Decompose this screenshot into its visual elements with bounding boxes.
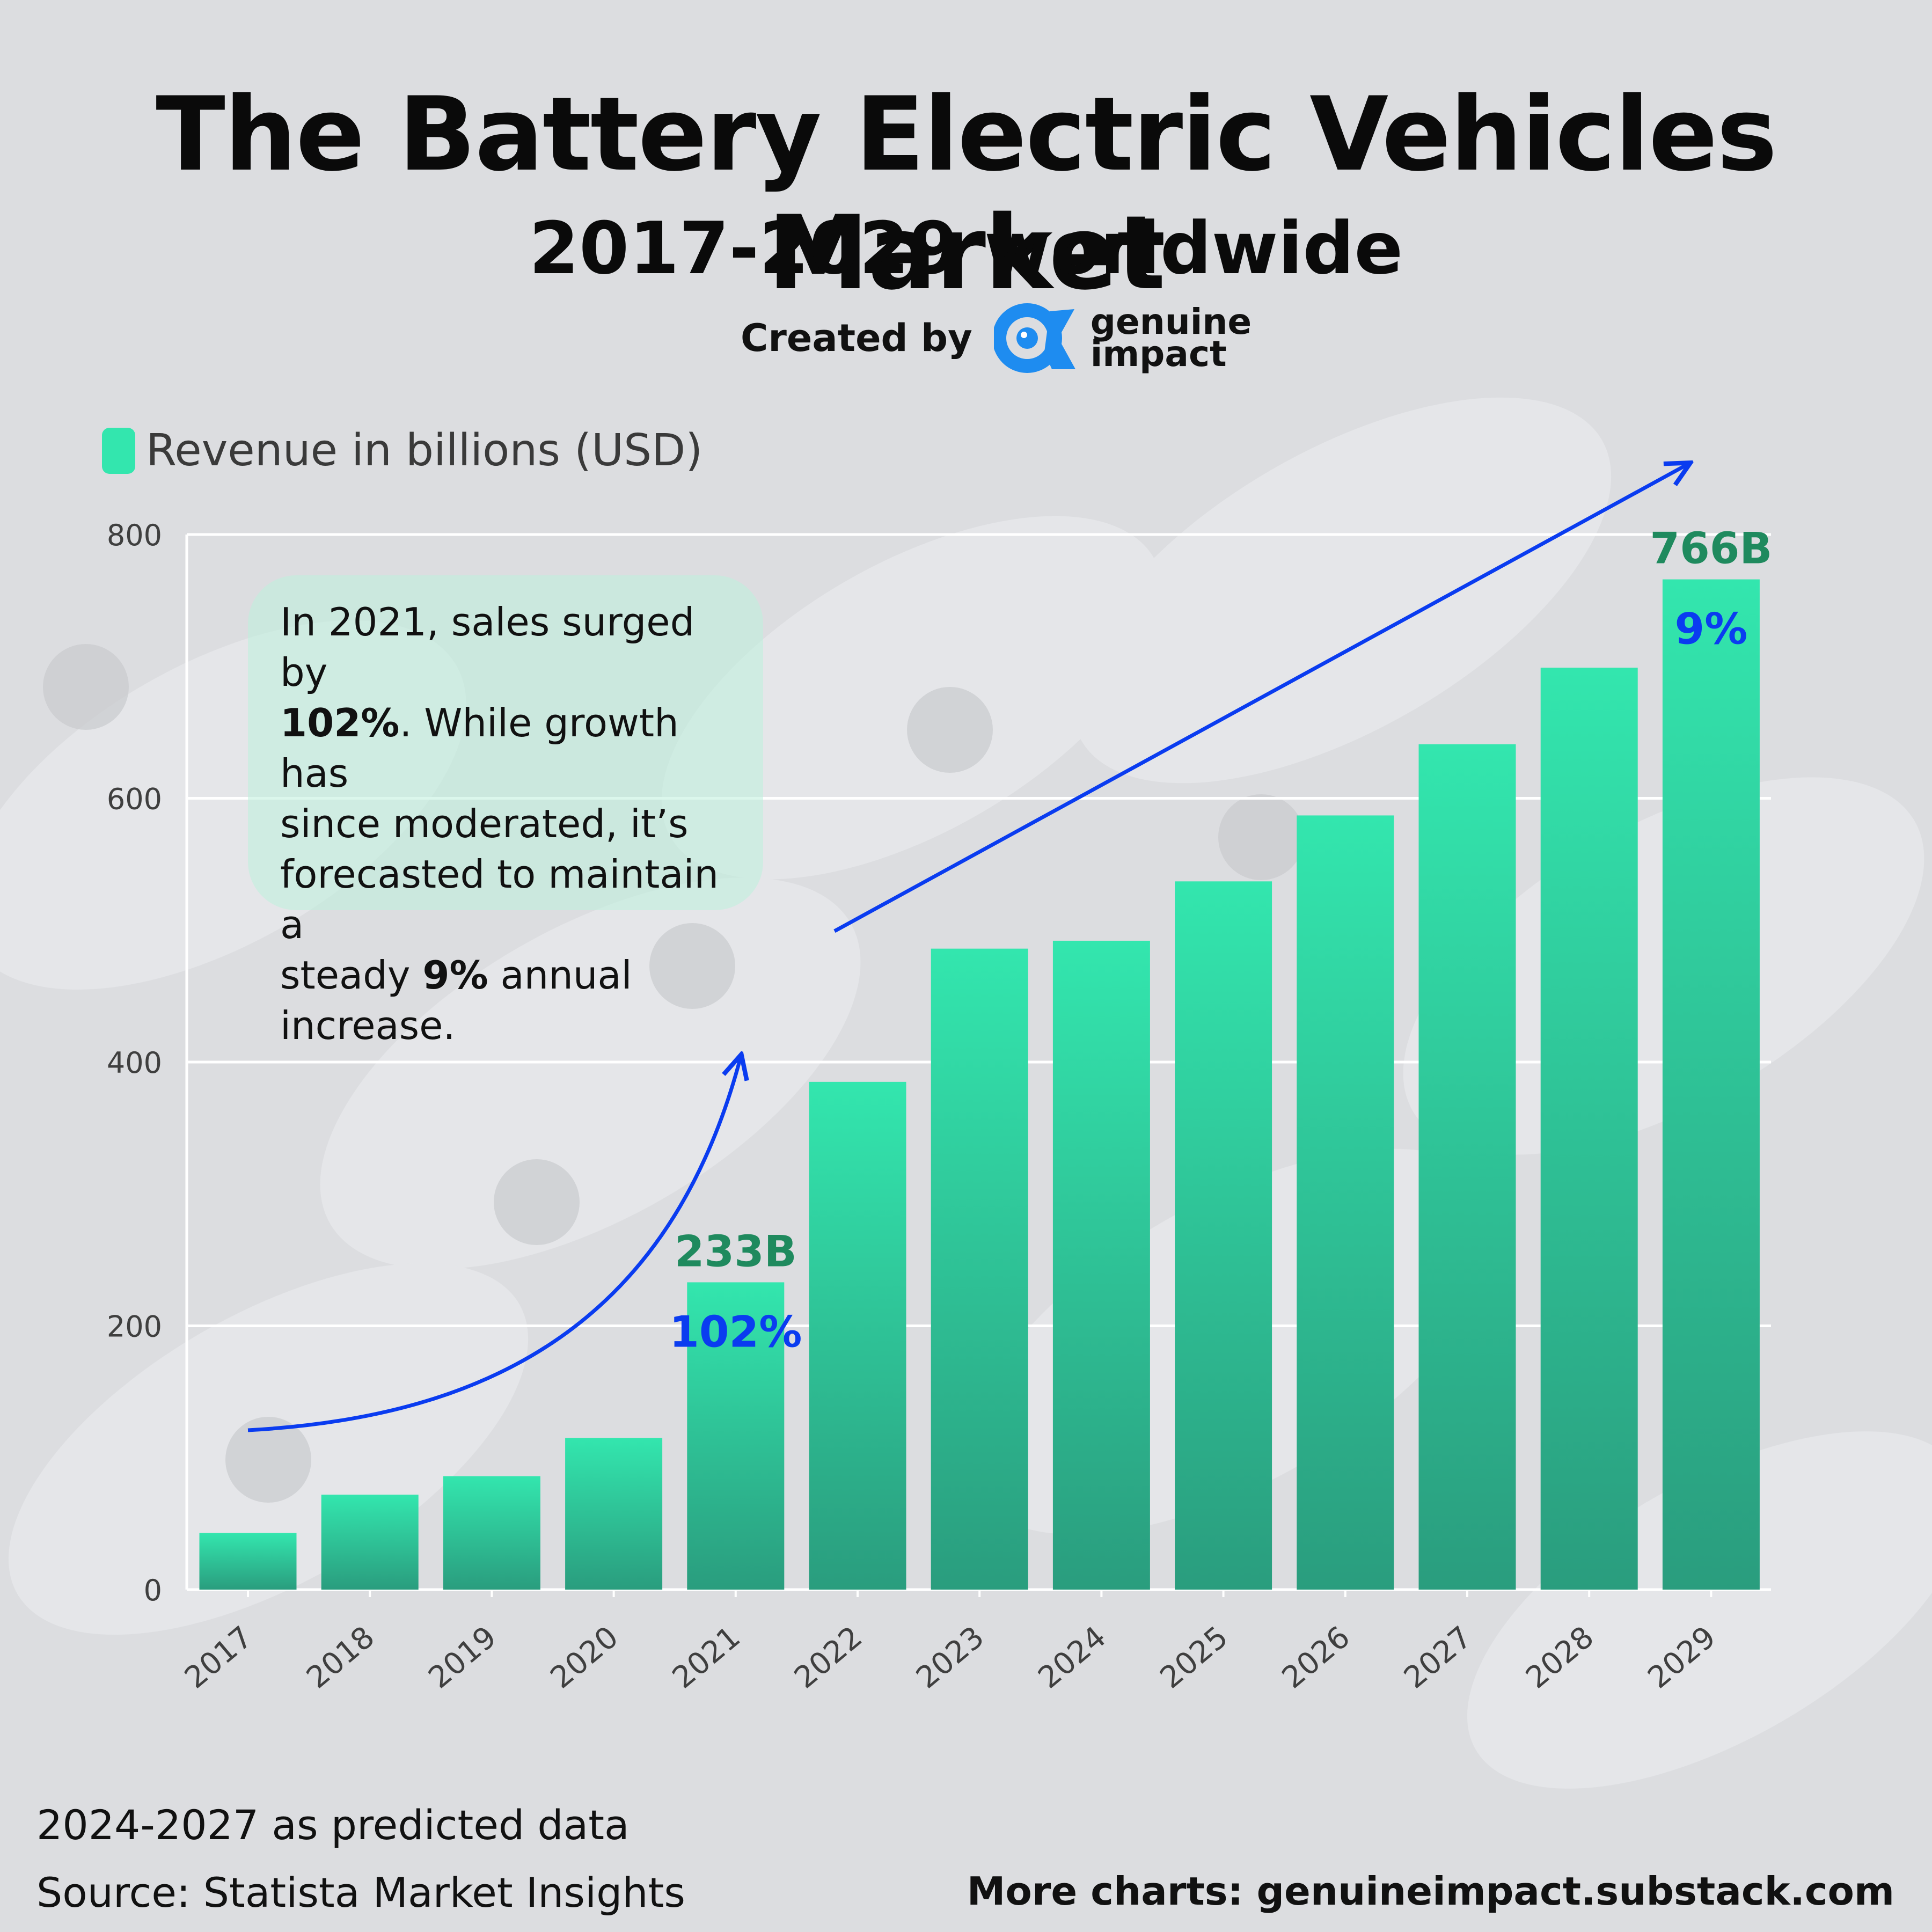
x-tick-label: 2025 xyxy=(1154,1620,1235,1695)
y-tick-label: 800 xyxy=(107,518,162,552)
x-tick-label: 2019 xyxy=(422,1620,503,1695)
y-tick-label: 400 xyxy=(107,1046,162,1080)
growth-label-2029: 9% xyxy=(1674,604,1747,654)
chart-subtitle: 2017-2029 worldwide xyxy=(529,207,1403,290)
bar-2020 xyxy=(565,1438,663,1590)
brand-name-line2: impact xyxy=(1090,333,1227,375)
x-tick-label: 2020 xyxy=(544,1620,625,1695)
annotation-line: since moderated, it’s xyxy=(280,801,689,846)
x-tick-label: 2028 xyxy=(1519,1620,1600,1695)
bar-annotations: 233B 102% 766B 9% xyxy=(669,524,1772,1357)
y-tick-label: 200 xyxy=(107,1310,162,1344)
x-tick-label: 2022 xyxy=(788,1620,869,1695)
brand-name: genuine impact xyxy=(1090,301,1252,375)
x-tick-label: 2021 xyxy=(666,1620,747,1695)
annotation-line: steady 9% annual xyxy=(280,953,632,998)
x-tick-label: 2029 xyxy=(1641,1620,1722,1695)
value-label-2029: 766B xyxy=(1650,524,1772,574)
legend-swatch xyxy=(102,427,135,474)
x-tick-label: 2027 xyxy=(1397,1620,1479,1695)
footer-source: Source: Statista Market Insights xyxy=(36,1869,685,1916)
bar-2026 xyxy=(1297,815,1394,1590)
y-tick-label: 600 xyxy=(107,782,162,816)
bar-2024 xyxy=(1052,940,1150,1590)
growth-arrow-2029 xyxy=(833,464,1688,933)
x-tick-label: 2024 xyxy=(1031,1620,1113,1695)
annotation-line: In 2021, sales surged by xyxy=(280,599,695,695)
chart-title: The Battery Electric Vehicles Market xyxy=(156,75,1777,312)
annotation-line: forecasted to maintain a xyxy=(280,852,719,947)
bar-2019 xyxy=(443,1476,540,1590)
footer-link[interactable]: More charts: genuineimpact.substack.com xyxy=(967,1869,1894,1914)
x-tick-label: 2017 xyxy=(178,1620,259,1695)
legend: Revenue in billions (USD) xyxy=(102,425,702,476)
bar-2029 xyxy=(1662,579,1760,1590)
value-label-2021: 233B xyxy=(675,1226,797,1276)
y-tick-label: 0 xyxy=(144,1574,162,1607)
annotation-line: increase. xyxy=(280,1003,456,1048)
bar-2022 xyxy=(809,1081,906,1590)
bars xyxy=(199,579,1760,1590)
x-tick-label: 2018 xyxy=(300,1620,381,1695)
x-tick-label: 2026 xyxy=(1276,1620,1357,1695)
credit: Created by genuine impact xyxy=(741,301,1252,376)
x-tick-label: 2023 xyxy=(910,1620,991,1695)
growth-arrow-2021 xyxy=(247,1057,741,1432)
bar-2027 xyxy=(1418,744,1516,1590)
bar-2028 xyxy=(1540,668,1638,1590)
bar-2023 xyxy=(931,948,1028,1590)
credit-prefix: Created by xyxy=(741,316,972,360)
bar-2018 xyxy=(321,1495,419,1590)
growth-label-2021: 102% xyxy=(669,1307,802,1357)
genuine-impact-logo-icon xyxy=(993,303,1075,373)
bar-2025 xyxy=(1175,881,1272,1590)
annotation-box: In 2021, sales surged by 102%. While gro… xyxy=(248,575,763,1048)
legend-label: Revenue in billions (USD) xyxy=(146,425,703,476)
bar-2021 xyxy=(687,1282,785,1590)
annotation-line: 102%. While growth has xyxy=(280,700,679,796)
bar-2017 xyxy=(199,1533,297,1590)
footer-note: 2024-2027 as predicted data xyxy=(36,1801,630,1849)
brand-name-line1: genuine xyxy=(1090,301,1252,342)
